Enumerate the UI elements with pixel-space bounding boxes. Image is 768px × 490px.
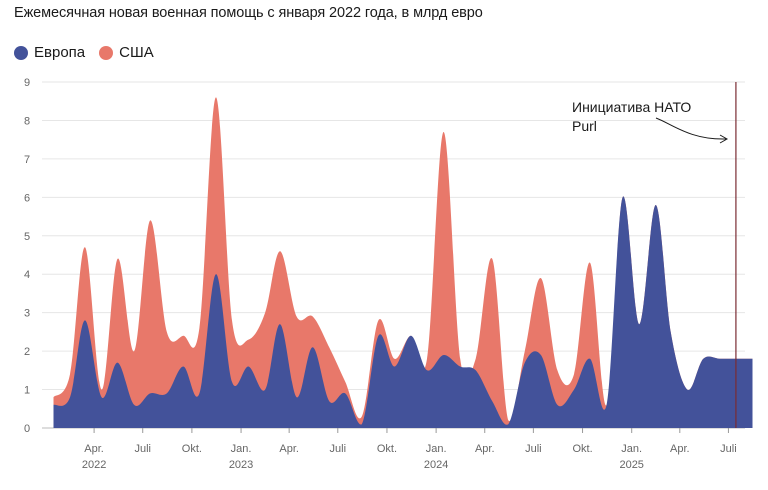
legend-swatch-europe xyxy=(14,45,28,60)
annotation-arrow xyxy=(655,117,727,140)
y-tick-label: 6 xyxy=(24,192,30,204)
x-tick-label: Juli xyxy=(330,443,347,455)
x-axis-ticks: Apr. 2022 Juli Okt. Jan. 2023 Apr. Juli Okt. Jan.… xyxy=(82,428,737,471)
legend-item-usa: США xyxy=(99,44,154,61)
y-tick-label: 0 xyxy=(24,423,30,435)
x-tick-label: Apr. xyxy=(84,443,104,455)
legend-item-europe: Европа xyxy=(14,44,85,61)
annotation-text-line2: Purl xyxy=(572,118,597,134)
x-tick-label: Apr. xyxy=(670,443,690,455)
y-tick-label: 4 xyxy=(24,269,30,281)
x-tick-label: Juli xyxy=(134,443,151,455)
y-tick-label: 7 xyxy=(24,154,30,166)
chart-legend: Европа США xyxy=(14,44,168,61)
x-tick-label: Apr. xyxy=(279,443,299,455)
annotation-arrowhead xyxy=(719,134,729,144)
x-tick-label: Juli xyxy=(720,443,737,455)
chart-title: Ежемесячная новая военная помощь с январ… xyxy=(14,5,483,21)
x-tick-label: Jan. xyxy=(426,443,447,455)
annotation-group: Инициатива НАТО Purl xyxy=(572,82,737,428)
x-year-label: 2024 xyxy=(424,459,448,471)
annotation-text-line1: Инициатива НАТО xyxy=(572,99,691,115)
series-areas xyxy=(53,97,753,429)
y-tick-label: 2 xyxy=(24,346,30,358)
legend-swatch-usa xyxy=(99,45,114,60)
legend-label-usa: США xyxy=(119,44,154,61)
x-year-label: 2025 xyxy=(619,459,643,471)
legend-label-europe: Европа xyxy=(34,44,86,61)
x-tick-label: Jan. xyxy=(231,443,252,455)
area-europe xyxy=(53,196,753,428)
x-tick-label: Okt. xyxy=(377,443,397,455)
x-tick-label: Okt. xyxy=(182,443,202,455)
y-tick-label: 9 xyxy=(24,77,30,89)
x-tick-label: Okt. xyxy=(572,443,592,455)
x-year-label: 2023 xyxy=(229,459,253,471)
x-tick-label: Apr. xyxy=(475,443,495,455)
y-tick-label: 5 xyxy=(24,231,30,243)
y-tick-label: 1 xyxy=(24,385,30,397)
y-axis-ticks: 0 1 2 3 4 5 6 7 8 9 xyxy=(24,77,30,435)
y-tick-label: 8 xyxy=(24,115,30,127)
x-tick-label: Jan. xyxy=(621,443,642,455)
x-tick-label: Juli xyxy=(525,443,542,455)
y-tick-label: 3 xyxy=(24,308,30,320)
area-usa xyxy=(53,97,753,429)
x-year-label: 2022 xyxy=(82,459,106,471)
